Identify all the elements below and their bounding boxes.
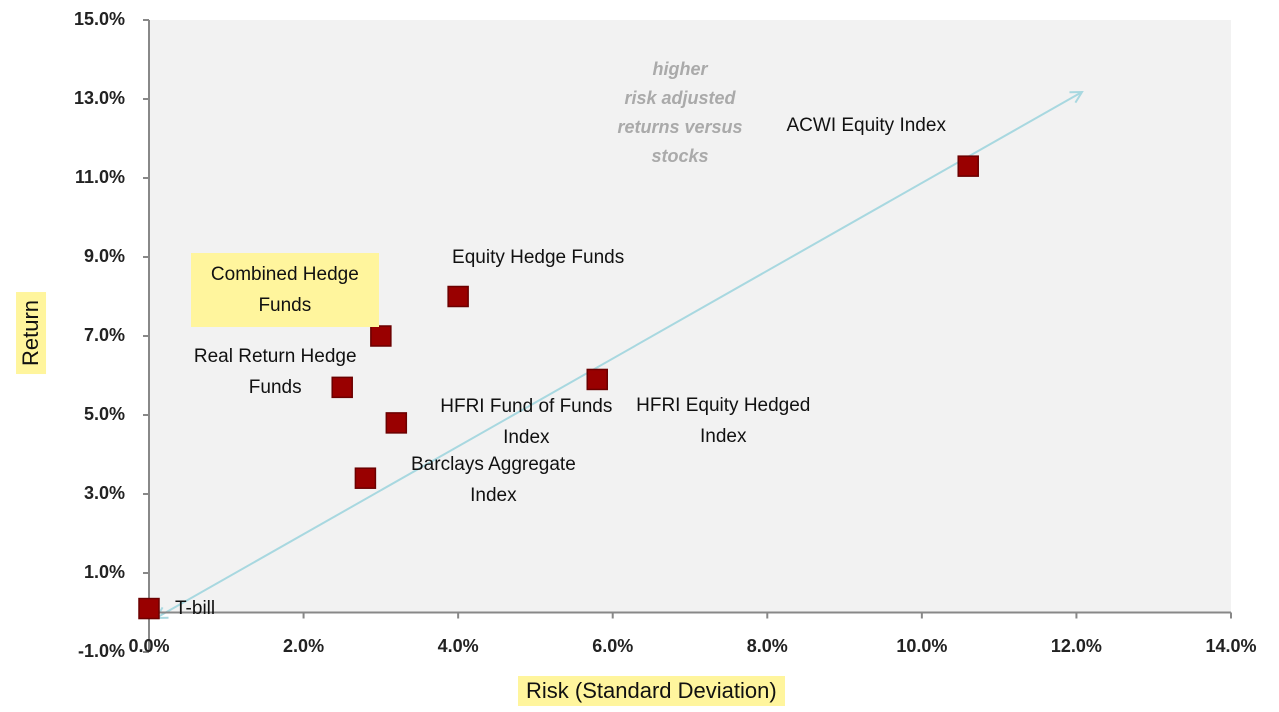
x-tick-label: 4.0% — [438, 636, 479, 656]
point — [447, 285, 469, 308]
y-tick-label: 3.0% — [84, 483, 125, 503]
point — [586, 368, 609, 391]
annotation: returns versus — [617, 117, 743, 137]
point-label: Combined Hedge Funds — [190, 253, 379, 327]
y-tick-label: 9.0% — [84, 246, 125, 266]
x-tick-label: 8.0% — [747, 636, 788, 656]
y-tick-label: 1.0% — [84, 562, 125, 582]
y-tick-label: -1.0% — [78, 641, 125, 661]
y-axis-title: Return — [16, 291, 47, 375]
annotation: higher — [652, 59, 708, 79]
y-tick-label: 13.0% — [74, 88, 125, 108]
point — [331, 376, 353, 399]
x-tick-label: 14.0% — [1205, 636, 1256, 656]
x-tick-label: 2.0% — [283, 636, 324, 656]
point-label: T-bill — [175, 597, 216, 619]
point — [385, 412, 408, 434]
y-tick-label: 7.0% — [84, 325, 125, 345]
point — [370, 325, 392, 347]
x-tick-label: 10.0% — [896, 636, 947, 656]
y-tick-label: 5.0% — [84, 404, 125, 424]
point — [957, 155, 979, 177]
point — [354, 467, 377, 489]
point — [138, 597, 160, 620]
point-label: Equity Hedge Funds — [452, 246, 625, 268]
x-tick-label: 12.0% — [1051, 636, 1102, 656]
annotation: stocks — [651, 146, 709, 166]
annotation: risk adjusted — [624, 88, 736, 108]
point-label: HFRI Fund of Funds Index — [440, 395, 613, 448]
point-label: Real Return Hedge Funds — [193, 346, 357, 399]
x-tick-label: 0.0% — [128, 636, 169, 656]
point-label: ACWI Equity Index — [786, 115, 946, 137]
point-label: Barclays Aggregate Index — [411, 454, 576, 507]
x-axis-title: Risk (Standard Deviation) — [518, 676, 785, 706]
x-tick-label: 6.0% — [592, 636, 633, 656]
trend-arrow — [156, 92, 1082, 618]
point-label: HFRI Equity Hedged Index — [636, 395, 811, 448]
y-tick-label: 11.0% — [75, 167, 125, 187]
y-tick-label: 15.0% — [74, 9, 125, 29]
